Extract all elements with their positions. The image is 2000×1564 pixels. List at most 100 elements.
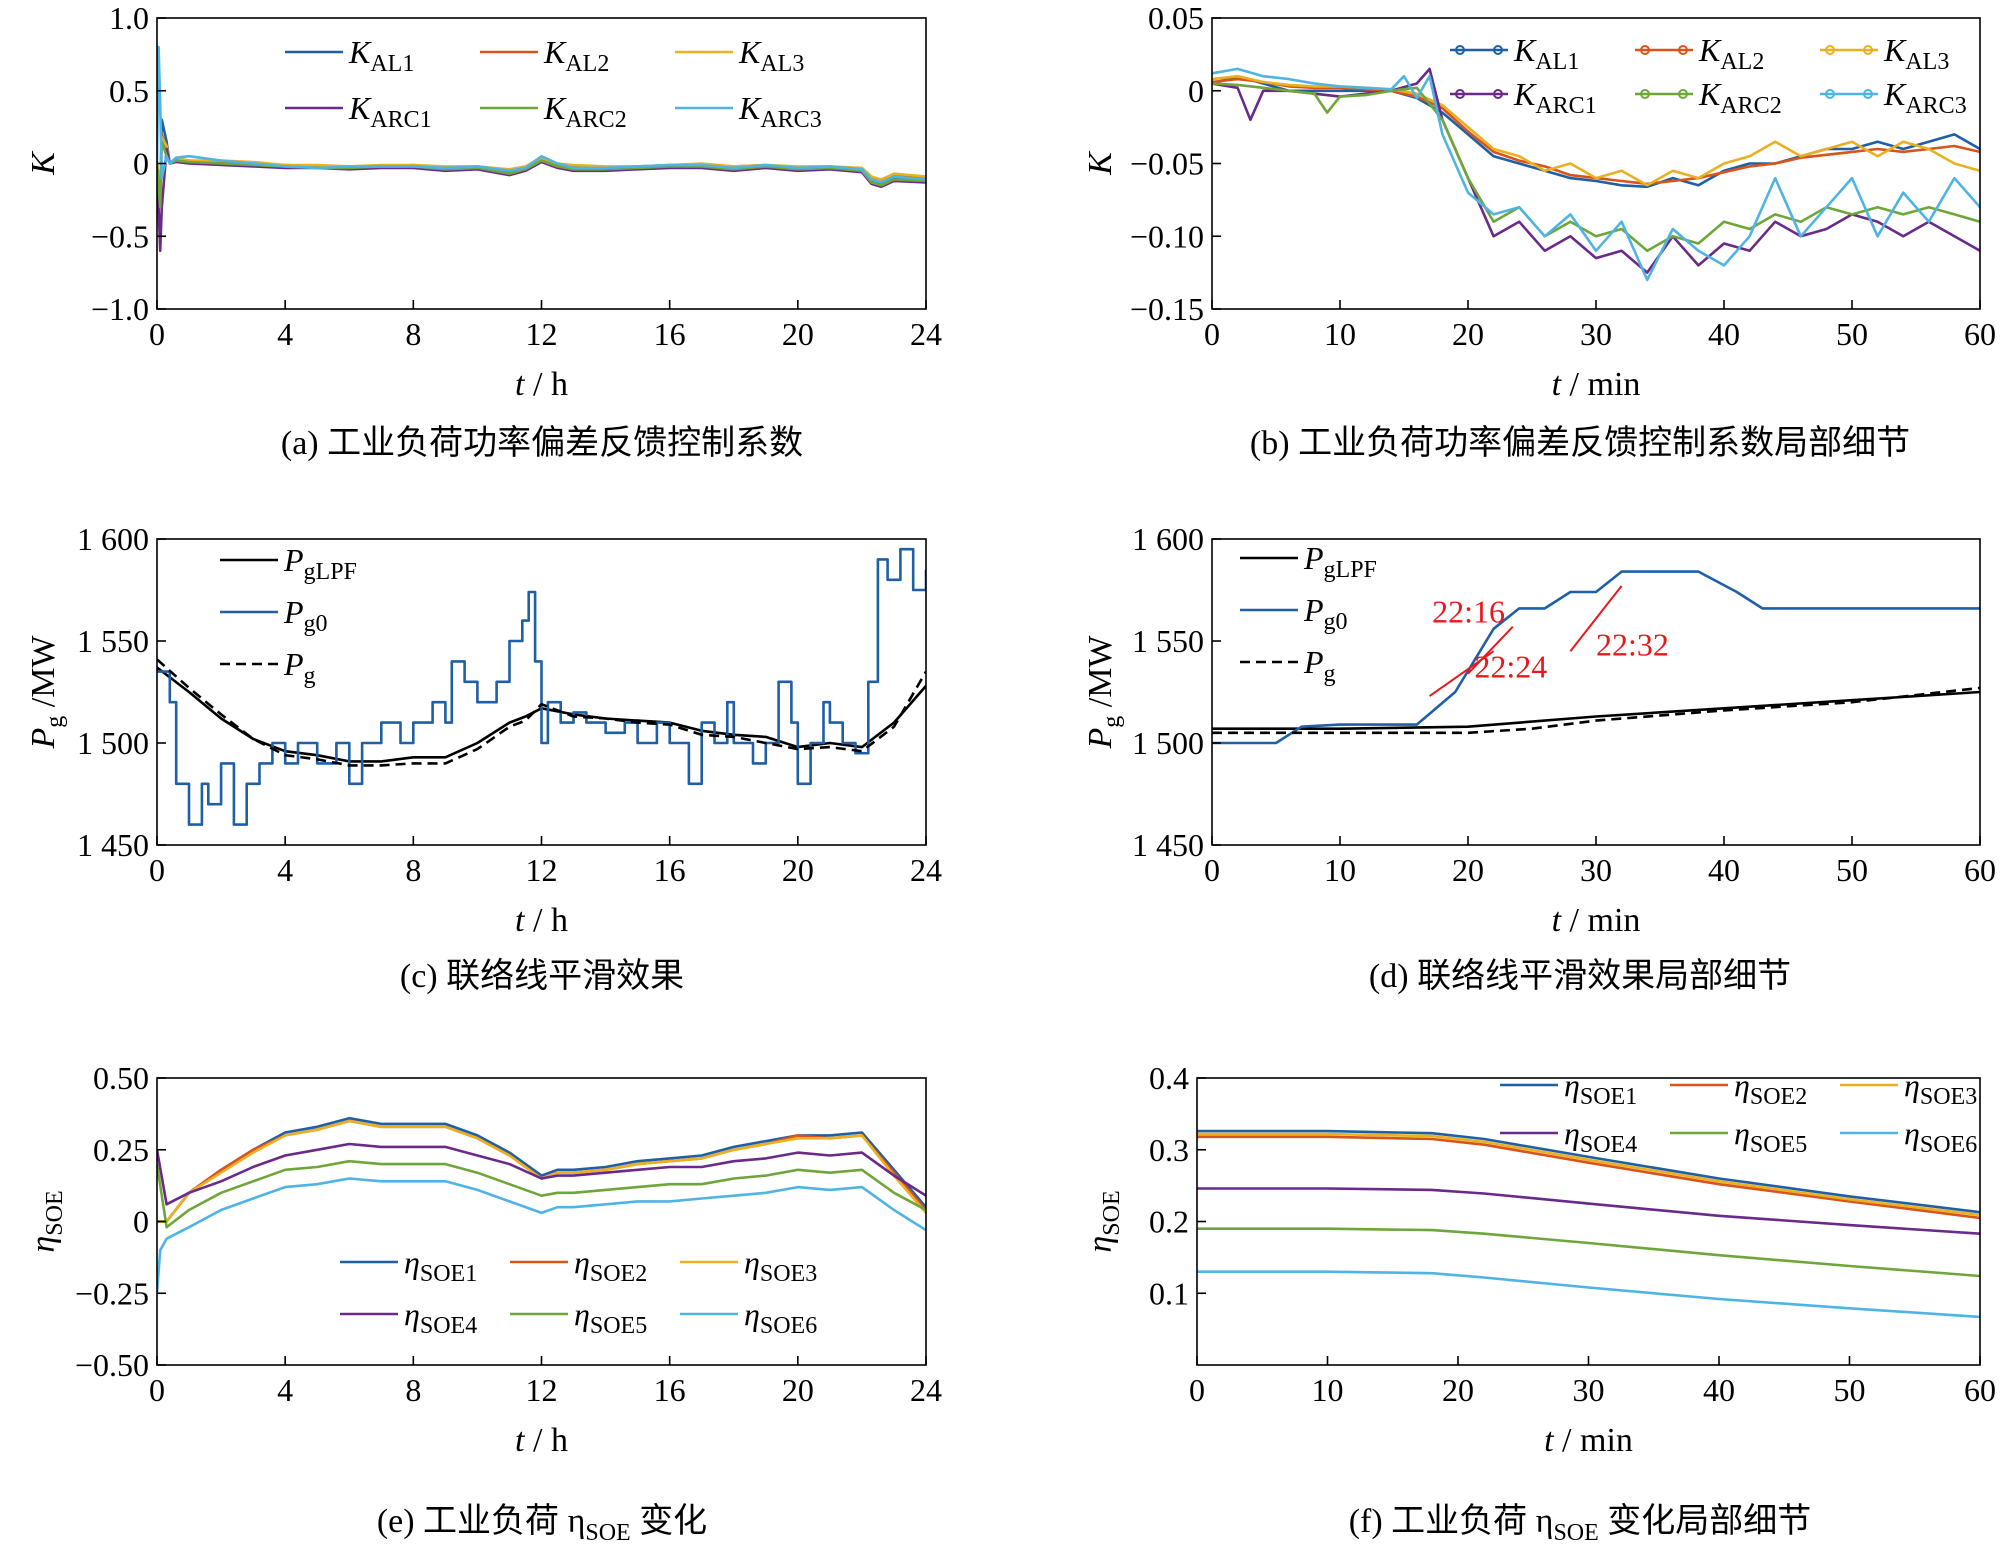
x-tick-label: 0 <box>149 1372 165 1408</box>
legend-label-al3: KAL3 <box>738 34 804 77</box>
chart-panel-b: 0 10 20 30 40 50 60 −0.15 −0.10 −0.05 0 0.05 t / min… <box>1082 0 1996 462</box>
chart-caption: (d) 联络线平滑效果局部细节 <box>1369 957 1791 995</box>
series-line-arc2 <box>1212 82 1980 253</box>
x-tick-label: 40 <box>1708 316 1740 352</box>
legend-label-al1: KAL1 <box>1513 32 1579 75</box>
legend-label-glpf: PgLPF <box>283 542 357 585</box>
series-line-soe4 <box>157 1142 926 1206</box>
x-tick-label: 10 <box>1312 1372 1344 1408</box>
legend-marker <box>1493 89 1503 99</box>
x-tick-label: 20 <box>782 1372 814 1408</box>
legend-label-soe5: ηSOE5 <box>574 1296 647 1339</box>
y-tick-label: 0.3 <box>1149 1132 1189 1168</box>
x-axis-label: t / min <box>1552 902 1641 939</box>
legend: ηSOE1 ηSOE2 ηSOE3 ηSOE4 ηSOE5 ηSOE6 <box>340 1244 817 1339</box>
legend-marker <box>1863 89 1873 99</box>
series-group <box>157 45 926 253</box>
series-line-soe2 <box>1197 1135 1980 1220</box>
y-tick-label: 1 550 <box>1132 623 1204 659</box>
legend-marker <box>1825 89 1835 99</box>
legend-label-soe2: ηSOE2 <box>574 1244 647 1287</box>
series-line-arc1 <box>157 147 926 253</box>
x-tick-label: 30 <box>1580 316 1612 352</box>
x-tick-label: 40 <box>1708 852 1740 888</box>
y-tick-label: −0.25 <box>75 1275 149 1311</box>
y-tick-label: 0.4 <box>1149 1060 1189 1096</box>
chart-caption: (f) 工业负荷 ηSOE 变化局部细节 <box>1349 1502 1812 1546</box>
x-tick-label: 0 <box>1204 316 1220 352</box>
legend-label-al2: KAL2 <box>543 34 609 77</box>
plot-frame <box>1211 17 1981 310</box>
x-tick-label: 20 <box>1452 316 1484 352</box>
series-line-soe4 <box>1197 1187 1980 1235</box>
y-axis-label: K <box>1082 150 1119 176</box>
y-tick-label: −0.05 <box>1130 146 1204 182</box>
y-axis-label: K <box>25 150 62 176</box>
x-axis-label: t / h <box>515 366 568 403</box>
series-line-al1 <box>1212 74 1980 189</box>
chart-panel-f: 0 10 20 30 40 50 60 0.1 0.2 0.3 0.4 t / min ηSOE ηSOE… <box>1082 1060 1996 1546</box>
legend-marker <box>1863 45 1873 55</box>
x-tick-label: 4 <box>277 852 293 888</box>
y-tick-label: 1.0 <box>109 0 149 36</box>
x-tick-label: 20 <box>1442 1372 1474 1408</box>
series-line-soe6 <box>1197 1270 1980 1319</box>
x-tick-label: 60 <box>1964 316 1996 352</box>
legend-marker <box>1640 45 1650 55</box>
legend-label-arc3: KARC3 <box>738 90 822 133</box>
legend-label-glpf: PgLPF <box>1303 540 1377 583</box>
x-tick-label: 10 <box>1324 316 1356 352</box>
chart-panel-c: 0 4 8 12 16 20 24 1 450 1 500 1 550 1 600 t / h Pg /… <box>25 521 942 995</box>
legend-label-g: Pg <box>283 646 316 689</box>
y-axis-label: Pg /MW <box>1082 635 1125 750</box>
legend-label-soe6: ηSOE6 <box>1904 1115 1977 1158</box>
annotation-label: 22:24 <box>1474 649 1547 685</box>
series-group <box>157 547 926 826</box>
x-tick-label: 12 <box>526 852 558 888</box>
legend: PgLPF Pg0 Pg <box>220 542 357 689</box>
annotation-line <box>1569 585 1623 652</box>
legend-label-soe3: ηSOE3 <box>744 1244 817 1287</box>
x-tick-label: 10 <box>1324 852 1356 888</box>
series-line-arc3 <box>1212 67 1980 282</box>
series-line-soe5 <box>157 1159 926 1229</box>
y-tick-label: 1 600 <box>1132 521 1204 557</box>
y-axis-label: ηSOE <box>1082 1190 1125 1252</box>
y-tick-label: −0.50 <box>75 1347 149 1383</box>
x-tick-label: 12 <box>526 316 558 352</box>
x-tick-label: 30 <box>1580 852 1612 888</box>
y-tick-label: 0.25 <box>93 1132 149 1168</box>
y-tick-label: 0.05 <box>1148 0 1204 36</box>
x-tick-label: 30 <box>1573 1372 1605 1408</box>
series-line-arc3 <box>157 45 926 184</box>
series-group <box>1212 570 1980 745</box>
series-line-arc1 <box>1212 67 1980 274</box>
x-tick-label: 16 <box>654 316 686 352</box>
y-axis-label: Pg /MW <box>25 635 68 750</box>
plot-frame <box>1196 1077 1981 1366</box>
x-tick-label: 8 <box>405 1372 421 1408</box>
legend-marker <box>1493 45 1503 55</box>
legend-label-g: Pg <box>1303 644 1336 687</box>
legend-label-arc2: KARC2 <box>1698 76 1782 119</box>
x-tick-label: 0 <box>149 316 165 352</box>
y-tick-label: 1 600 <box>77 521 149 557</box>
legend: KAL1 KAL2 KAL3 KARC1 KARC2 KARC3 <box>1450 32 1967 119</box>
legend-label-al1: KAL1 <box>348 34 414 77</box>
x-axis-label: t / min <box>1544 1422 1633 1459</box>
legend-label-soe3: ηSOE3 <box>1904 1067 1977 1110</box>
chart-panel-d: 0 10 20 30 40 50 60 1 450 1 500 1 550 1 600 t / min… <box>1082 521 1996 995</box>
chart-caption: (b) 工业负荷功率偏差反馈控制系数局部细节 <box>1250 424 1910 462</box>
series-line-g <box>157 658 926 767</box>
legend: KAL1 KAL2 KAL3 KARC1 KARC2 KARC3 <box>285 34 822 133</box>
legend-label-arc2: KARC2 <box>543 90 627 133</box>
legend-marker <box>1678 45 1688 55</box>
y-tick-label: 0.2 <box>1149 1204 1189 1240</box>
annotation-label: 22:16 <box>1432 594 1505 630</box>
series-group <box>1197 1129 1980 1319</box>
legend-label-soe6: ηSOE6 <box>744 1296 817 1339</box>
legend-label-g0: Pg0 <box>283 594 328 637</box>
series-line-soe1 <box>1197 1129 1980 1214</box>
annotation-line <box>1467 626 1514 675</box>
